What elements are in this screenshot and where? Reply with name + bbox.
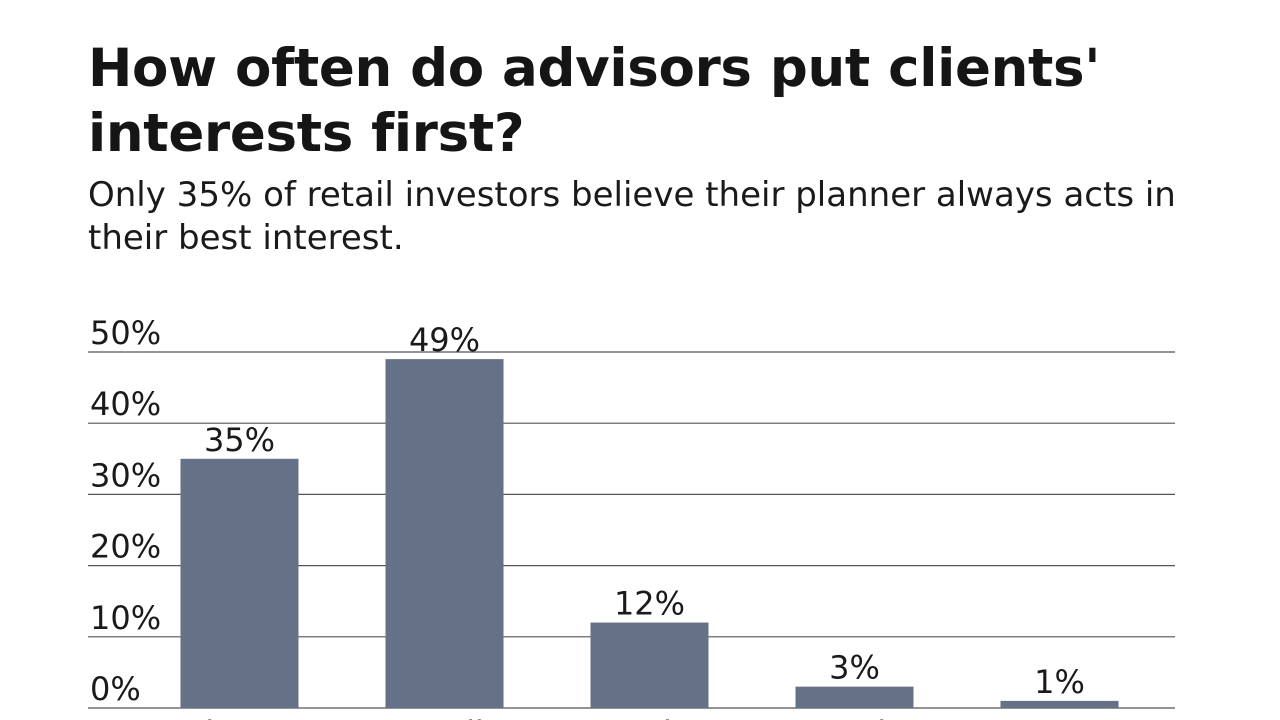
data-label: 35% bbox=[204, 421, 275, 459]
data-labels: 35% 49% 12% 3% 1% bbox=[204, 321, 1085, 701]
bar bbox=[795, 686, 914, 708]
data-label: 49% bbox=[409, 321, 480, 359]
chart-subtitle: Only 35% of retail investors believe the… bbox=[88, 175, 1176, 258]
x-category-label: Sometimes bbox=[560, 714, 740, 720]
y-tick-label: 10% bbox=[90, 599, 161, 637]
data-label: 12% bbox=[614, 585, 685, 623]
chart-title: How often do advisors put clients' inter… bbox=[88, 38, 1101, 164]
y-tick-label: 40% bbox=[90, 385, 161, 423]
bars bbox=[180, 359, 1119, 708]
x-axis: Always Usually Sometimes Rarely Never bbox=[183, 714, 1108, 720]
bar bbox=[385, 359, 504, 708]
y-tick-label: 50% bbox=[90, 314, 161, 352]
y-tick-label: 0% bbox=[90, 670, 141, 708]
data-label: 1% bbox=[1034, 663, 1085, 701]
y-tick-label: 30% bbox=[90, 456, 161, 494]
bar bbox=[590, 622, 709, 708]
data-label: 3% bbox=[829, 649, 880, 687]
x-category-label: Usually bbox=[386, 714, 503, 720]
x-category-label: Rarely bbox=[804, 714, 905, 720]
y-axis: 0% 10% 20% 30% 40% 50% bbox=[90, 314, 161, 708]
y-tick-label: 20% bbox=[90, 528, 161, 566]
bar bbox=[180, 458, 299, 708]
chart-header: How often do advisors put clients' inter… bbox=[88, 36, 1188, 260]
bar bbox=[1000, 700, 1119, 708]
x-category-label: Always bbox=[183, 714, 295, 720]
x-category-label: Never bbox=[1012, 714, 1108, 720]
